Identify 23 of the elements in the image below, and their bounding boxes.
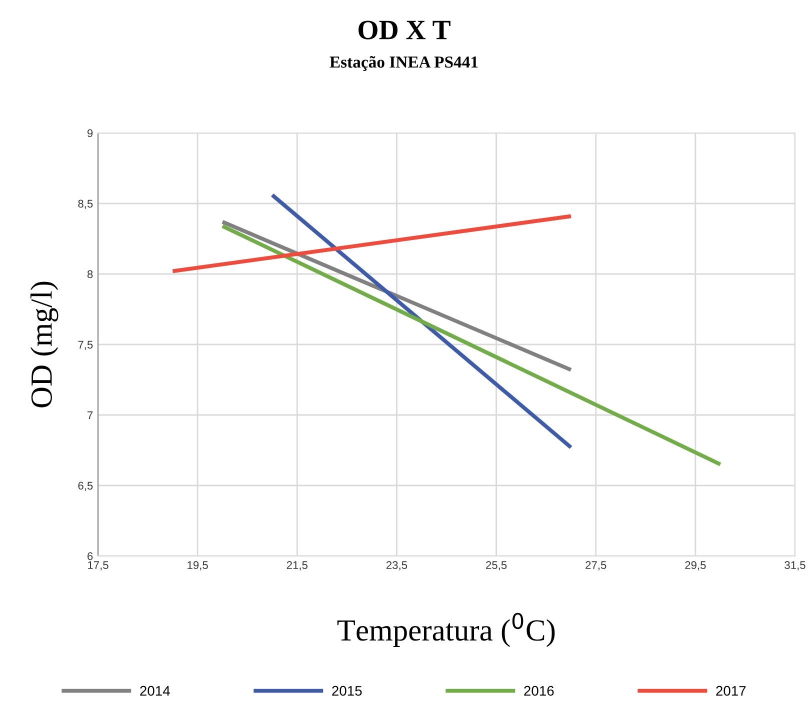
x-tick-label: 21,5 bbox=[286, 561, 308, 570]
x-tick-label: 31,5 bbox=[784, 561, 806, 570]
chart-title: OD X T bbox=[358, 20, 450, 40]
legend-label: 2014 bbox=[140, 686, 170, 696]
x-tick-label: 29,5 bbox=[685, 561, 706, 570]
x-tick-label: 25,5 bbox=[486, 561, 507, 570]
y-tick-label: 9 bbox=[87, 129, 93, 138]
chart-subtitle: Estação INEA PS441 bbox=[330, 56, 478, 71]
y-tick-label: 6,5 bbox=[78, 482, 93, 491]
x-axis-title: Temperatura ($^{0}$C) bbox=[337, 612, 555, 647]
x-tick-label: 23,5 bbox=[386, 561, 408, 570]
y-tick-label: 8 bbox=[87, 270, 93, 278]
legend-label: 2016 bbox=[524, 686, 554, 696]
x-tick-label: 17,5 bbox=[88, 561, 108, 570]
legend-label: 2017 bbox=[716, 686, 746, 696]
y-tick-label: 7,5 bbox=[78, 340, 93, 350]
x-tick-label: 19,5 bbox=[188, 561, 208, 570]
y-tick-label: 8,5 bbox=[78, 200, 93, 209]
legend-label: 2015 bbox=[332, 686, 362, 696]
x-tick-label: 27,5 bbox=[586, 561, 606, 570]
y-tick-label: 6 bbox=[88, 552, 93, 560]
y-tick-label: 7 bbox=[88, 411, 93, 420]
y-axis-title: OD (mg/l) bbox=[30, 282, 58, 408]
